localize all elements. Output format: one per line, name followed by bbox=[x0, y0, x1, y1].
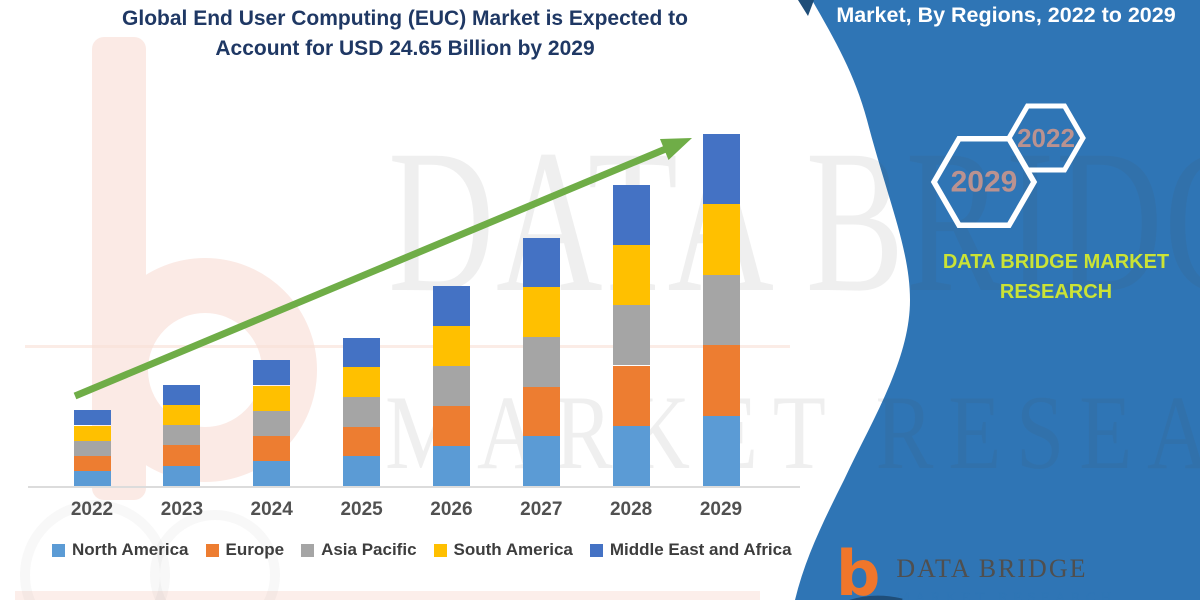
hexagon-badges: 2029 2022 bbox=[930, 103, 1086, 229]
bar-segment bbox=[702, 415, 740, 486]
pink-bottom-stripe bbox=[15, 591, 760, 600]
logo-b-icon: b bbox=[836, 537, 881, 600]
x-axis-label: 2026 bbox=[430, 499, 473, 520]
bar-segment bbox=[253, 435, 291, 461]
legend-label: North America bbox=[72, 540, 189, 559]
bar-segment bbox=[253, 460, 291, 486]
hexagon-2029-label: 2029 bbox=[951, 166, 1018, 199]
legend-label: South America bbox=[453, 540, 573, 559]
x-axis-label: 2024 bbox=[250, 499, 293, 520]
legend-label: Asia Pacific bbox=[321, 540, 417, 559]
bar-segment bbox=[253, 385, 291, 411]
logo-swoosh-icon bbox=[849, 595, 903, 600]
bar-segment bbox=[612, 305, 650, 366]
bar-segment bbox=[163, 465, 201, 486]
bar-segment bbox=[702, 274, 740, 346]
bar-segment bbox=[522, 287, 560, 337]
x-axis-line bbox=[28, 486, 800, 488]
legend-item: South America bbox=[433, 540, 573, 560]
brand-name-line1: DATA BRIDGE MARKET bbox=[942, 251, 1170, 273]
bar-segment bbox=[702, 134, 740, 205]
bar-segment bbox=[522, 386, 560, 437]
faint-circle-decoration bbox=[150, 510, 280, 600]
bar-segment bbox=[343, 456, 381, 486]
bar-segment bbox=[73, 425, 111, 441]
bar-segment bbox=[73, 410, 111, 426]
bar-segment bbox=[432, 286, 470, 327]
legend-swatch bbox=[433, 543, 447, 557]
bar-segment bbox=[612, 245, 650, 306]
bar-segment bbox=[253, 360, 291, 386]
bar-segment bbox=[163, 425, 201, 446]
legend-swatch bbox=[205, 543, 219, 557]
x-axis-label: 2028 bbox=[609, 499, 653, 520]
bar-segment bbox=[73, 440, 111, 456]
bar-segment bbox=[612, 425, 650, 486]
bar-segment bbox=[612, 184, 650, 245]
legend-label: Europe bbox=[225, 540, 285, 559]
bar-segment bbox=[432, 366, 470, 406]
banner-title: Market, By Regions, 2022 to 2029 bbox=[836, 3, 1176, 27]
legend-swatch bbox=[52, 543, 65, 557]
bar-segment bbox=[163, 445, 201, 466]
bar-segment bbox=[343, 426, 381, 457]
legend-item: Asia Pacific bbox=[301, 540, 417, 560]
bar-segment bbox=[253, 410, 291, 436]
legend-swatch bbox=[301, 543, 315, 557]
x-axis-label: 2027 bbox=[520, 499, 563, 520]
bar-segment bbox=[163, 404, 201, 426]
legend-label: Middle East and Africa bbox=[609, 540, 792, 559]
logo-name: DATA BRIDGE bbox=[896, 554, 1088, 583]
bar-segment bbox=[432, 326, 470, 367]
bar-segment bbox=[522, 237, 560, 288]
bar-segment bbox=[702, 345, 740, 416]
bar-segment bbox=[343, 396, 381, 427]
legend-item: Middle East and Africa bbox=[589, 540, 792, 560]
bar-segment bbox=[163, 384, 201, 405]
hexagon-2022-icon bbox=[1006, 103, 1086, 173]
footer-logo: b DATA BRIDGE MARKET RESEARCH bbox=[836, 537, 1117, 600]
legend-item: Europe bbox=[205, 540, 285, 560]
logo-subtitle: MARKET RESEARCH bbox=[896, 589, 1117, 600]
chart-title-line1: Global End User Computing (EUC) Market i… bbox=[122, 7, 688, 30]
bar-segment bbox=[343, 367, 381, 397]
bar-segment bbox=[702, 204, 740, 275]
navy-wedge bbox=[798, 0, 814, 16]
legend-item: North America bbox=[52, 540, 189, 560]
hexagon-2022-label: 2022 bbox=[1017, 123, 1075, 153]
x-axis-label: 2023 bbox=[160, 499, 204, 520]
bar-segment bbox=[432, 446, 470, 486]
bar-segment bbox=[612, 365, 650, 426]
pink-accent-line bbox=[25, 345, 790, 348]
chart-title: Global End User Computing (EUC) Market i… bbox=[60, 4, 750, 64]
x-axis-label: 2029 bbox=[699, 499, 743, 520]
bar-segment bbox=[522, 336, 560, 387]
blue-side-panel bbox=[795, 0, 1200, 600]
brand-name-line2: RESEARCH bbox=[999, 281, 1113, 303]
bar-segment bbox=[343, 337, 381, 368]
bar-segment bbox=[73, 455, 111, 471]
legend-swatch bbox=[589, 543, 603, 557]
brand-name: DATA BRIDGE MARKET RESEARCH bbox=[932, 247, 1180, 307]
chart-title-line2: Account for USD 24.65 Billion by 2029 bbox=[215, 36, 595, 60]
x-axis-label: 2025 bbox=[340, 499, 383, 520]
bar-segment bbox=[73, 470, 111, 486]
chart-legend: North America Europe Asia Pacific South Ame… bbox=[52, 540, 792, 560]
bar-segment bbox=[432, 406, 470, 446]
bar-segment bbox=[522, 436, 560, 486]
x-axis-label: 2022 bbox=[70, 499, 114, 520]
